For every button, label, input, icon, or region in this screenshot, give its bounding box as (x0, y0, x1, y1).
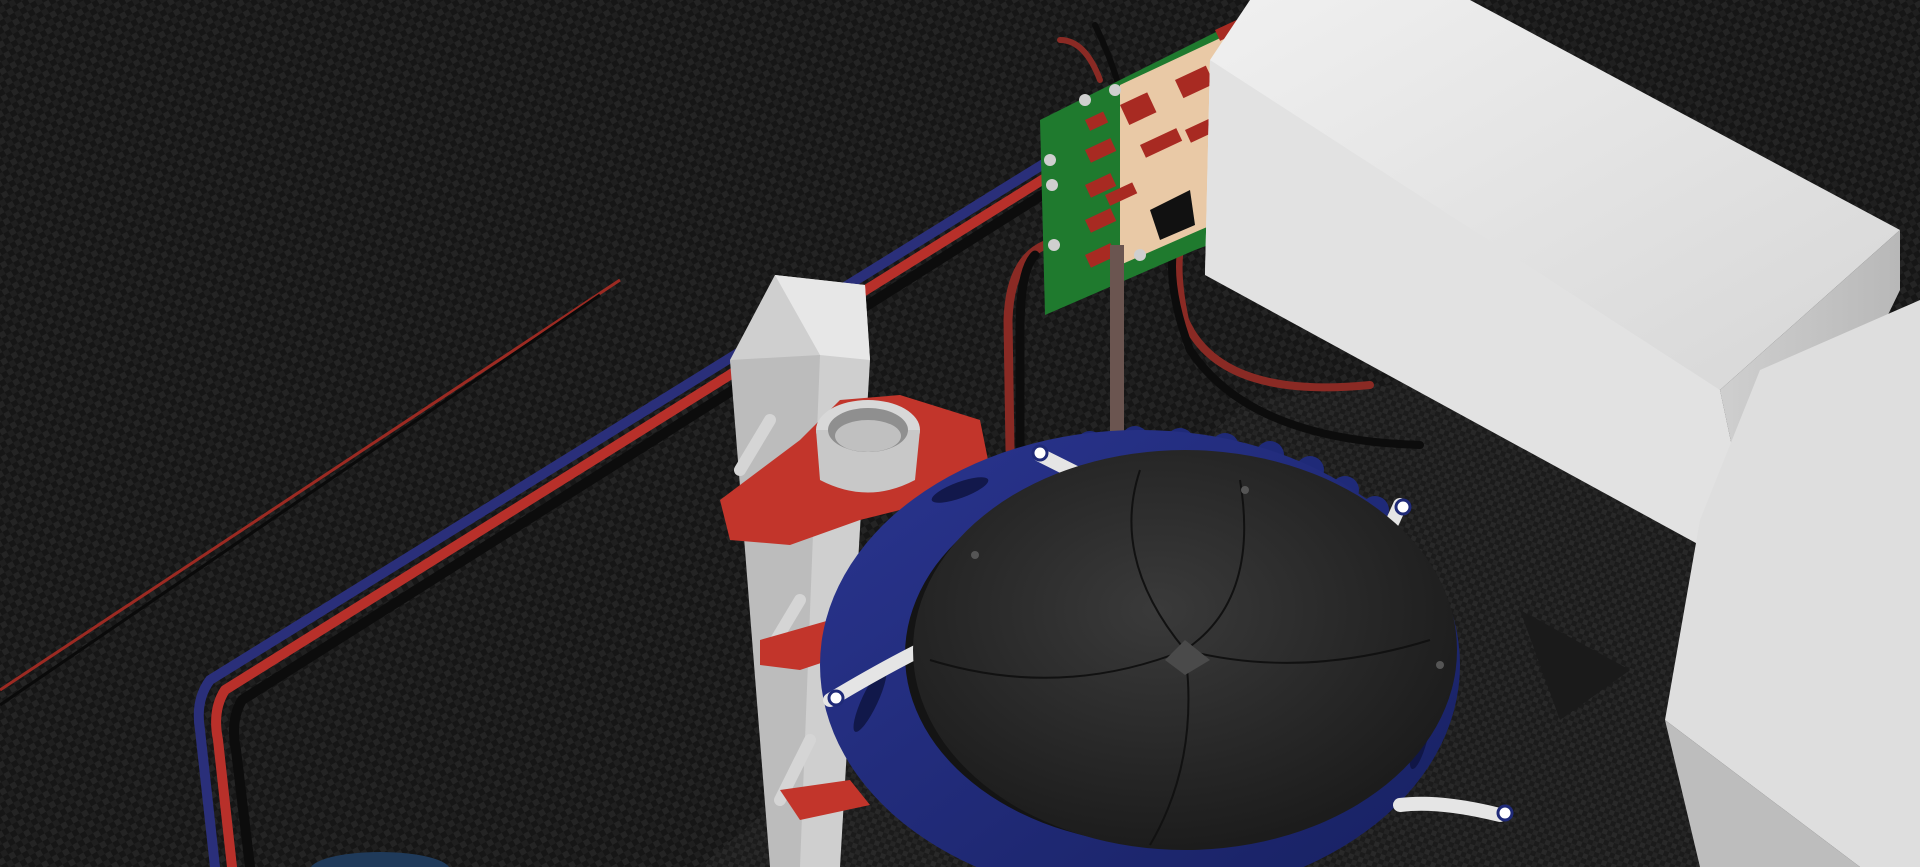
thin-wire-red (0, 278, 621, 692)
dark-iris-disc (913, 450, 1457, 850)
cable-bundle (193, 155, 1055, 867)
vertical-rod (1110, 245, 1124, 460)
white-block-right (1665, 300, 1920, 867)
pipe (816, 400, 920, 493)
board-lower-cables (1003, 22, 1424, 455)
thin-wire-black (0, 293, 601, 707)
dark-wedge (1520, 610, 1630, 720)
blue-object-bottom (310, 852, 450, 867)
